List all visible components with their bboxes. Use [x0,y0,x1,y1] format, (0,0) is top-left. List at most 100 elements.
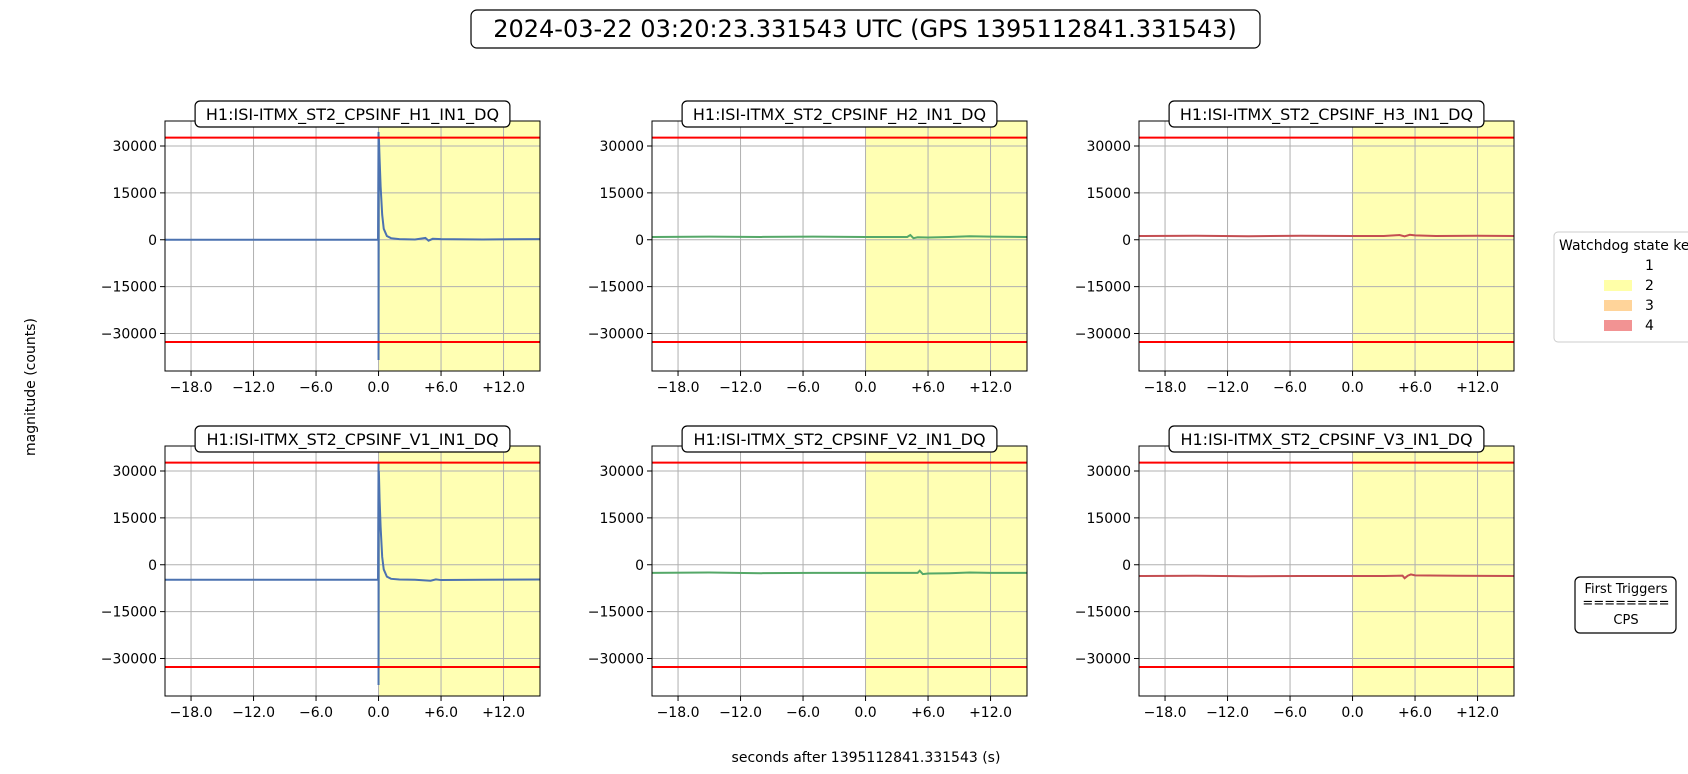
y-tick-label: −15000 [1075,280,1131,296]
figure-title-box [470,9,1261,49]
y-tick-label: 30000 [112,139,157,155]
series-line [1139,233,1514,238]
x-tick-label: −12.0 [719,705,762,721]
y-tick-label: 0 [1122,558,1131,574]
watchdog-state-region [865,121,1027,371]
watchdog-state-region [378,121,540,371]
x-tick-label: −18.0 [170,380,213,396]
y-tick-label: 0 [148,233,157,249]
y-tick-label: 30000 [599,464,644,480]
subplot-grid: −18.0 −12.0 −6.0 0.0 +6.0 +12.0 30000 15000 0 −15… [101,100,1515,721]
x-tick-label: −12.0 [232,705,275,721]
y-tick-label: 15000 [1086,186,1131,202]
x-tick-label: −12.0 [1206,380,1249,396]
y-tick-label: 15000 [112,186,157,202]
subplot-title: H1:ISI-ITMX_ST2_CPSINF_V1_IN1_DQ [206,430,498,450]
subplot-title-box [681,100,998,128]
y-tick-label: 0 [635,558,644,574]
legend-label: 2 [1645,278,1654,294]
legend-label: 1 [1645,258,1654,274]
x-tick-label: −18.0 [657,705,700,721]
legend-label: 4 [1645,318,1654,334]
legend-swatch [1604,320,1632,331]
subplot-title-box [1168,100,1485,128]
subplot-title: H1:ISI-ITMX_ST2_CPSINF_V3_IN1_DQ [1180,430,1472,450]
figure-title-text: 2024-03-22 03:20:23.331543 UTC (GPS 1395… [493,15,1237,43]
x-tick-label: +12.0 [1456,380,1499,396]
y-tick-label: 0 [635,233,644,249]
legend-entries: 1 2 3 4 [1604,258,1654,334]
x-tick-label: 0.0 [854,705,876,721]
x-tick-label: −6.0 [786,705,820,721]
y-tick-label: 15000 [599,511,644,527]
x-tick-label: +6.0 [424,705,458,721]
y-tick-label: −30000 [1075,327,1131,343]
subplot-title: H1:ISI-ITMX_ST2_CPSINF_V2_IN1_DQ [693,430,985,450]
x-tick-label: +12.0 [969,705,1012,721]
y-tick-label: −30000 [101,652,157,668]
watchdog-state-region [1352,446,1514,696]
x-tick-label: −12.0 [719,380,762,396]
x-tick-label: +6.0 [911,705,945,721]
y-tick-label: −30000 [588,327,644,343]
y-tick-label: −15000 [101,280,157,296]
x-tick-label: +6.0 [1398,705,1432,721]
y-tick-label: 15000 [112,511,157,527]
watchdog-state-region [378,446,540,696]
legend-swatch [1604,280,1632,291]
subplot-title: H1:ISI-ITMX_ST2_CPSINF_H2_IN1_DQ [693,105,986,125]
x-tick-label: +12.0 [482,705,525,721]
y-tick-label: −15000 [588,280,644,296]
subplot-title-box [194,100,511,128]
series-line [165,463,540,686]
x-tick-label: −6.0 [1273,380,1307,396]
x-tick-label: +12.0 [482,380,525,396]
y-tick-label: 0 [148,558,157,574]
subplot-5: −18.0 −12.0 −6.0 0.0 +6.0 +12.0 30000 15000 0 −15… [588,425,1028,721]
subplot-title-box [194,425,511,453]
y-tick-label: −30000 [1075,652,1131,668]
y-axis-label: magnitude (counts) [23,318,39,456]
subplot-title-box [1168,425,1485,453]
x-tick-label: 0.0 [854,380,876,396]
x-tick-label: +12.0 [969,380,1012,396]
y-tick-label: 0 [1122,233,1131,249]
figure-title: 2024-03-22 03:20:23.331543 UTC (GPS 1395… [470,9,1261,49]
y-tick-label: 15000 [599,186,644,202]
x-tick-label: 0.0 [1341,705,1363,721]
x-tick-label: 0.0 [367,705,389,721]
subplot-title: H1:ISI-ITMX_ST2_CPSINF_H3_IN1_DQ [1180,105,1473,125]
y-tick-label: −30000 [101,327,157,343]
watchdog-legend: Watchdog state key 1 2 3 4 [1553,231,1688,343]
x-tick-label: −6.0 [299,705,333,721]
series-line [1139,573,1514,580]
triggers-separator: ======== [1582,596,1669,611]
series-line [652,569,1027,576]
x-tick-label: −18.0 [1144,380,1187,396]
subplot-4: −18.0 −12.0 −6.0 0.0 +6.0 +12.0 30000 15000 0 −15… [101,425,541,721]
x-tick-label: −12.0 [1206,705,1249,721]
x-tick-label: −6.0 [299,380,333,396]
triggers-heading: First Triggers [1584,582,1667,597]
subplot-title-box [681,425,998,453]
x-tick-label: −6.0 [1273,705,1307,721]
subplot-6: −18.0 −12.0 −6.0 0.0 +6.0 +12.0 30000 15000 0 −15… [1075,425,1515,721]
legend-swatch [1604,260,1632,271]
x-tick-label: +6.0 [1398,380,1432,396]
subplot-2: −18.0 −12.0 −6.0 0.0 +6.0 +12.0 30000 15000 0 −15… [588,100,1028,396]
subplot-3: −18.0 −12.0 −6.0 0.0 +6.0 +12.0 30000 15000 0 −15… [1075,100,1515,396]
series-line [652,233,1027,240]
y-tick-label: −15000 [101,605,157,621]
legend-title: Watchdog state key [1559,238,1688,254]
y-tick-label: 30000 [599,139,644,155]
y-tick-label: 30000 [1086,464,1131,480]
legend-swatch [1604,300,1632,311]
x-tick-label: +6.0 [911,380,945,396]
y-tick-label: 15000 [1086,511,1131,527]
x-tick-label: −18.0 [657,380,700,396]
x-tick-label: +6.0 [424,380,458,396]
subplot-1: −18.0 −12.0 −6.0 0.0 +6.0 +12.0 30000 15000 0 −15… [101,100,541,396]
series-line [165,131,540,361]
triggers-value: CPS [1613,613,1638,628]
